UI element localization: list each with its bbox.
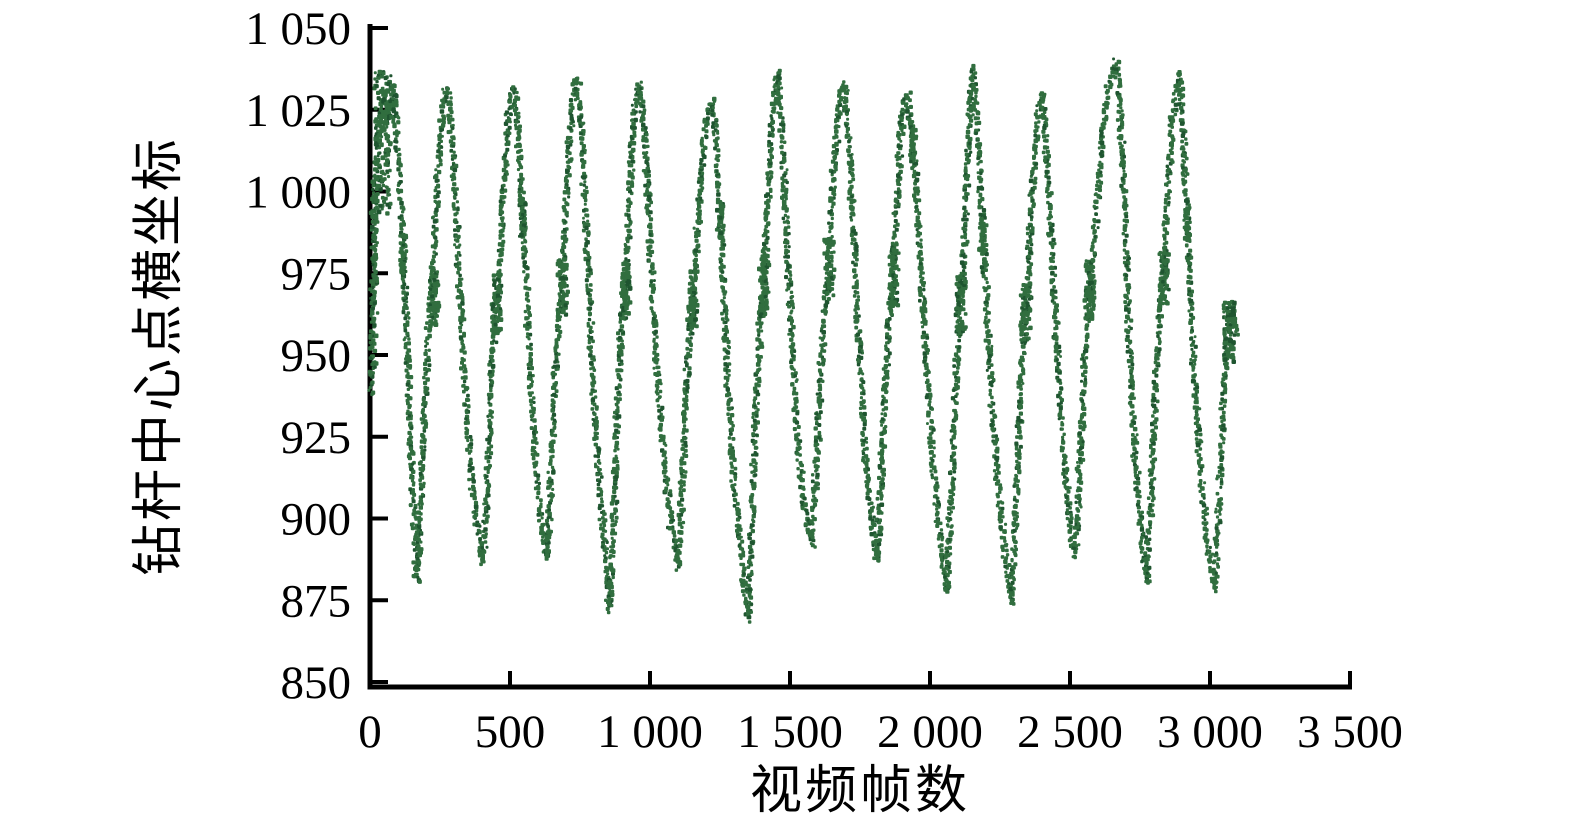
y-tick-label: 975 — [281, 248, 352, 300]
x-tick-label: 1 500 — [737, 706, 843, 758]
y-tick-label: 950 — [281, 330, 352, 382]
data-series-dots — [367, 57, 1240, 624]
x-axis-tick-labels: 0 500 1 000 1 500 2 000 2 500 3 000 3 500 — [358, 706, 1403, 758]
x-tick-label: 2 500 — [1017, 706, 1123, 758]
x-tick-label: 3 000 — [1157, 706, 1263, 758]
y-tick-label: 1 000 — [245, 167, 351, 219]
y-tick-label: 850 — [281, 657, 352, 709]
x-axis-title: 视频帧数 — [750, 763, 970, 820]
plot-area — [367, 24, 1352, 690]
y-tick-label: 1 050 — [245, 3, 351, 55]
x-axis-ticks — [368, 671, 1352, 687]
y-tick-label: 875 — [281, 575, 352, 627]
x-tick-label: 1 000 — [597, 706, 703, 758]
y-tick-label: 1 025 — [245, 85, 351, 137]
x-tick-label: 2 000 — [877, 706, 983, 758]
y-tick-label: 900 — [281, 494, 352, 546]
x-tick-label: 0 — [358, 706, 382, 758]
y-axis-tick-labels: 850 875 900 925 950 975 1 000 1 025 1 050 — [245, 3, 351, 709]
x-tick-label: 3 500 — [1297, 706, 1403, 758]
y-tick-label: 925 — [281, 412, 352, 464]
x-tick-label: 500 — [475, 706, 546, 758]
y-axis-title: 钻杆中心点横坐标 — [131, 136, 188, 576]
